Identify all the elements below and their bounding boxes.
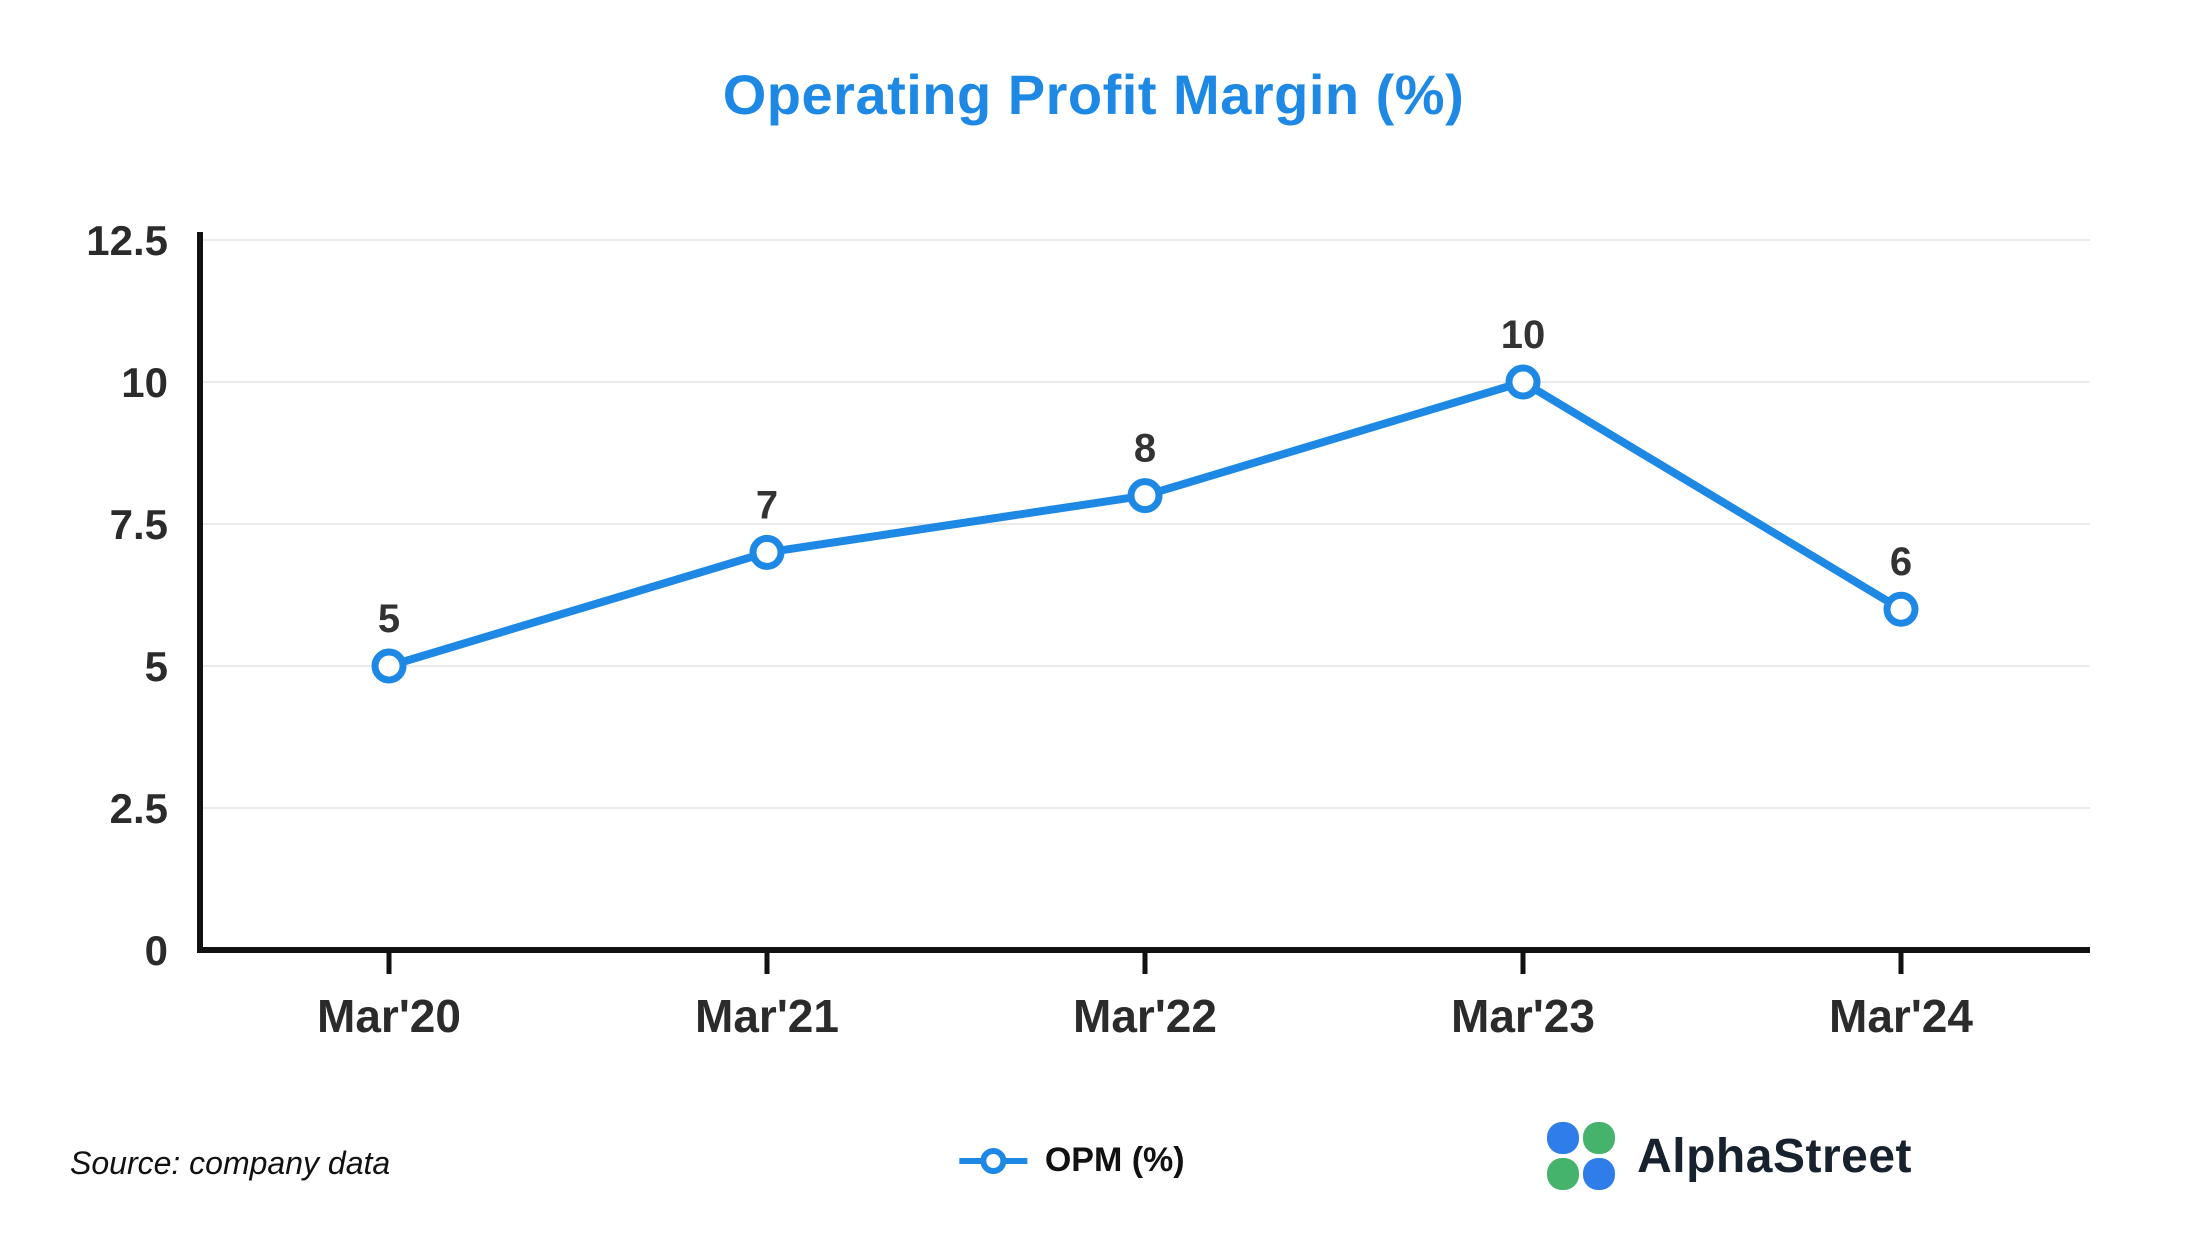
svg-text:Mar'24: Mar'24 (1829, 990, 1973, 1042)
legend-label: OPM (%) (1044, 1141, 1185, 1179)
chart-footer: Source: company data OPM (%) AlphaStreet (0, 1100, 2187, 1210)
svg-text:Mar'22: Mar'22 (1073, 990, 1217, 1042)
svg-text:7.5: 7.5 (110, 501, 168, 548)
svg-text:10: 10 (1501, 313, 1546, 357)
legend-item-opm[interactable]: OPM (%) (957, 1141, 1185, 1180)
chart-area: 0 2.5 5 7.5 10 12.5 Mar'20 Mar'21 Mar'22 Mar'23 Ma… (0, 150, 2187, 1050)
branding: AlphaStreet (1545, 1120, 1912, 1192)
svg-text:6: 6 (1890, 540, 1912, 584)
svg-text:10: 10 (121, 359, 168, 406)
legend-line-marker-icon (958, 1147, 1027, 1174)
svg-text:Mar'20: Mar'20 (317, 990, 461, 1042)
branding-name: AlphaStreet (1637, 1129, 1912, 1183)
alphastreet-logo-icon (1547, 1122, 1616, 1190)
svg-text:12.5: 12.5 (86, 217, 168, 264)
svg-text:8: 8 (1134, 427, 1156, 471)
opm-line-chart: 0 2.5 5 7.5 10 12.5 Mar'20 Mar'21 Mar'22 Mar'23 Ma… (86, 217, 2090, 1042)
svg-text:Mar'23: Mar'23 (1451, 990, 1595, 1042)
svg-text:7: 7 (756, 483, 778, 527)
svg-text:5: 5 (378, 597, 400, 641)
source-note: Source: company data (70, 1145, 391, 1181)
svg-text:2.5: 2.5 (110, 785, 168, 832)
svg-text:0: 0 (145, 927, 168, 974)
svg-text:5: 5 (145, 643, 168, 690)
svg-text:Mar'21: Mar'21 (695, 990, 839, 1042)
chart-title: Operating Profit Margin (%) (722, 63, 1465, 126)
